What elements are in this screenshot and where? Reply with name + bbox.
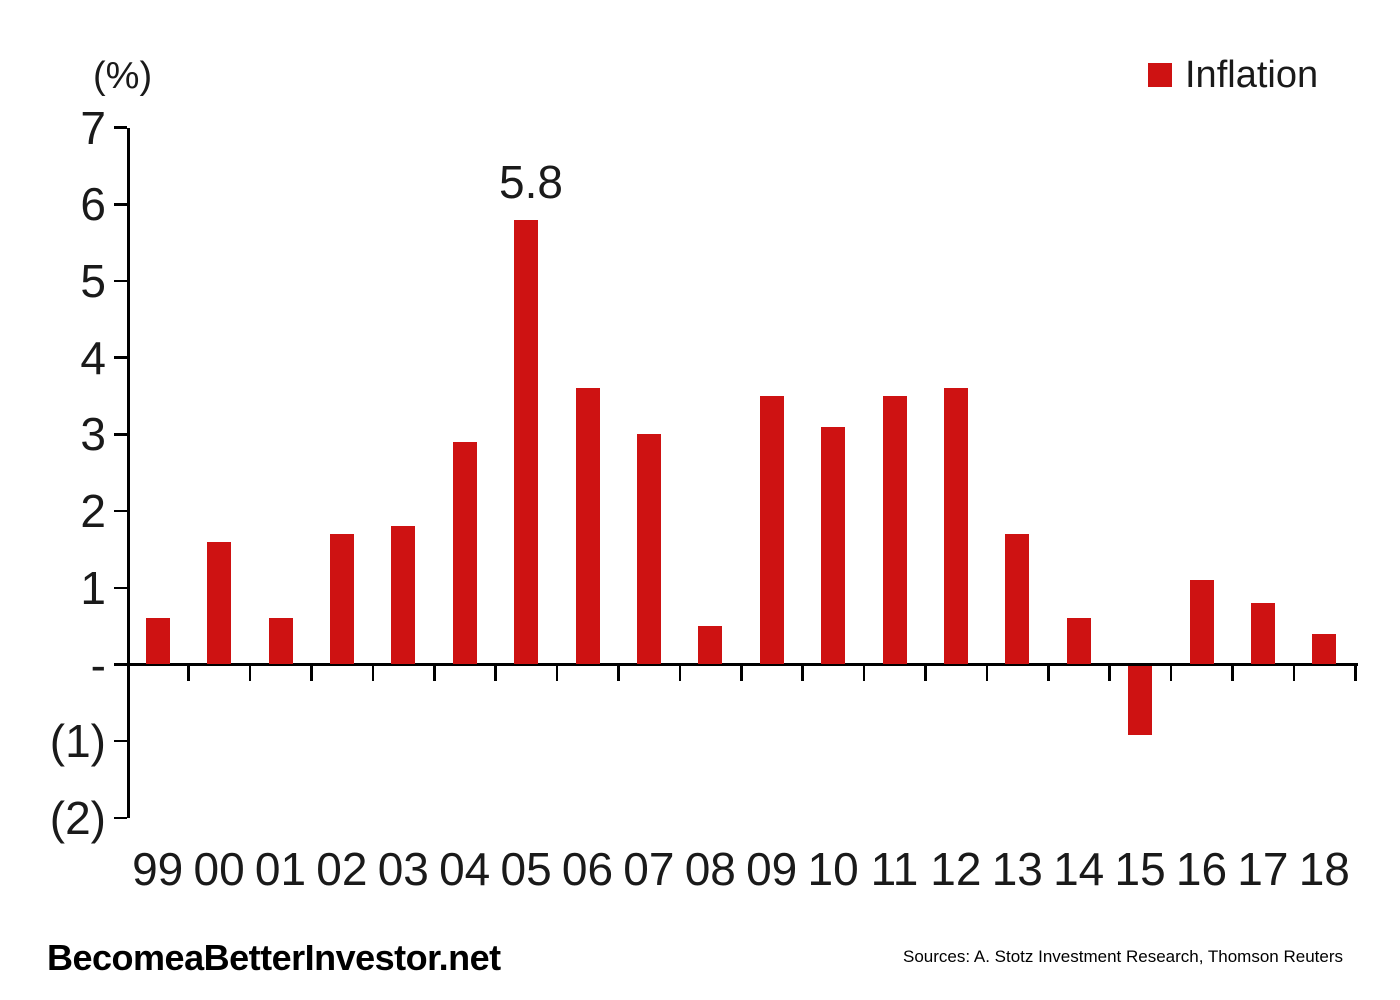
bar-01 — [268, 618, 293, 665]
bar-14 — [1066, 618, 1091, 665]
y-axis-tick — [114, 203, 127, 206]
bar-17 — [1250, 603, 1275, 665]
x-axis-tick — [494, 664, 497, 681]
legend-swatch-inflation — [1148, 63, 1172, 87]
y-axis-tick — [114, 509, 127, 513]
x-axis-label: 04 — [439, 843, 491, 895]
x-axis-label: 08 — [684, 843, 736, 895]
x-axis-label: 12 — [930, 843, 982, 895]
y-axis-tick-label: 4 — [80, 331, 106, 384]
bar-07 — [636, 434, 661, 665]
bar-12 — [943, 388, 968, 665]
x-axis-label: 99 — [132, 843, 184, 895]
bar-00 — [207, 541, 232, 665]
x-axis-label: 18 — [1298, 843, 1350, 895]
x-axis-tick — [1169, 664, 1173, 681]
x-axis-tick — [801, 664, 804, 681]
x-axis-label: 05 — [500, 843, 552, 895]
bar-18 — [1312, 633, 1337, 665]
bar-05 — [514, 219, 539, 665]
x-axis-label: 14 — [1053, 843, 1105, 895]
y-axis-unit-label: (%) — [93, 55, 153, 97]
y-axis-tick — [114, 433, 127, 436]
bar-02 — [329, 534, 354, 665]
y-axis-tick — [114, 279, 127, 283]
bar-16 — [1189, 580, 1214, 665]
bar-09 — [759, 396, 784, 665]
x-axis-tick — [617, 664, 620, 681]
x-axis-tick — [187, 664, 190, 681]
x-axis-tick — [678, 664, 682, 681]
x-axis-tick — [924, 664, 927, 681]
x-axis-tick — [310, 664, 313, 681]
y-axis-tick-label: (1) — [49, 715, 106, 768]
bar-value-label: 5.8 — [499, 156, 563, 208]
x-axis-label: 15 — [1114, 843, 1166, 895]
y-axis-tick-label: 1 — [80, 561, 106, 614]
x-axis-label: 00 — [193, 843, 245, 895]
y-axis-tick — [114, 739, 127, 743]
bar-08 — [698, 626, 723, 665]
footer-sources: Sources: A. Stotz Investment Research, T… — [903, 947, 1343, 966]
x-axis-tick — [985, 664, 989, 681]
x-axis-label: 07 — [623, 843, 675, 895]
legend: Inflation — [1148, 52, 1318, 98]
x-axis-tick — [555, 664, 559, 681]
bar-99 — [145, 618, 170, 665]
x-axis-tick — [371, 664, 375, 681]
bar-03 — [391, 526, 416, 665]
x-axis-tick — [433, 664, 436, 681]
y-axis-tick-label: (2) — [49, 791, 106, 844]
x-axis-tick — [1047, 664, 1050, 681]
y-axis-tick-label: 5 — [80, 255, 106, 307]
legend-label-inflation: Inflation — [1185, 54, 1319, 96]
x-axis-label: 16 — [1175, 843, 1228, 895]
bar-10 — [821, 426, 846, 665]
y-axis-tick-label: 6 — [80, 178, 106, 231]
y-axis-tick — [114, 663, 127, 666]
bar-06 — [575, 388, 600, 665]
y-axis-tick-label: 3 — [80, 408, 106, 461]
x-axis-tick — [862, 664, 866, 681]
bar-13 — [1005, 534, 1030, 665]
y-axis-tick — [114, 356, 127, 359]
x-axis-label: 17 — [1237, 843, 1289, 895]
x-axis-label: 09 — [746, 843, 798, 895]
x-axis-tick — [248, 664, 252, 681]
y-axis-tick-label: 2 — [80, 485, 106, 538]
x-axis-tick — [1231, 664, 1234, 681]
x-axis-label: 01 — [254, 843, 307, 895]
x-axis-label: 10 — [807, 843, 859, 895]
y-axis-line — [127, 127, 130, 818]
y-axis-tick — [114, 586, 127, 590]
x-axis-tick — [1108, 664, 1111, 681]
x-axis-tick — [1354, 664, 1357, 681]
x-axis-label: 13 — [991, 843, 1043, 895]
x-axis-label: 06 — [561, 843, 614, 895]
y-axis-tick — [114, 126, 127, 129]
x-axis-tick — [1292, 664, 1296, 681]
bar-11 — [882, 396, 907, 665]
y-axis-tick-label: - — [90, 638, 106, 691]
y-axis-tick — [114, 816, 127, 820]
y-axis-tick-label: 7 — [80, 101, 106, 154]
bar-04 — [452, 442, 477, 665]
x-axis-tick — [740, 664, 743, 681]
x-axis-label: 02 — [316, 843, 368, 895]
x-axis-label: 03 — [377, 843, 429, 895]
footer-brand: BecomeaBetterInvestor.net — [47, 937, 501, 978]
bar-15 — [1128, 665, 1153, 735]
x-axis-label: 11 — [870, 843, 919, 895]
